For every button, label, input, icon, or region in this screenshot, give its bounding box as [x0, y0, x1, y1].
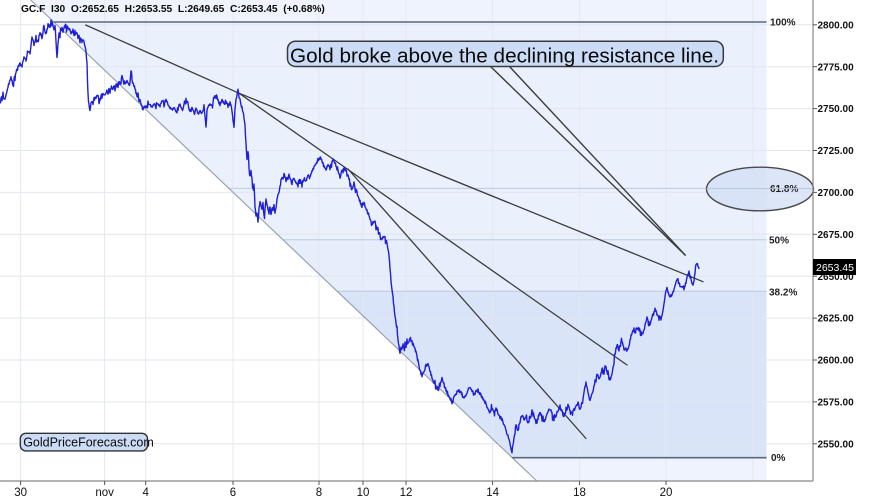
- svg-text:10: 10: [357, 487, 370, 499]
- svg-text:100%: 100%: [770, 18, 796, 29]
- svg-text:8: 8: [316, 487, 322, 499]
- svg-text:61.8%: 61.8%: [770, 184, 798, 195]
- svg-text:18: 18: [573, 487, 586, 499]
- svg-text:2650.00: 2650.00: [818, 272, 855, 283]
- svg-text:12: 12: [400, 487, 413, 499]
- svg-text:38.2%: 38.2%: [769, 287, 797, 298]
- svg-text:nov: nov: [95, 487, 114, 499]
- svg-text:2653.45: 2653.45: [816, 262, 854, 274]
- svg-text:30: 30: [14, 487, 27, 499]
- svg-text:GoldPriceForecast.com: GoldPriceForecast.com: [23, 436, 154, 450]
- svg-text:50%: 50%: [769, 236, 789, 247]
- svg-text:2725.00: 2725.00: [818, 146, 855, 157]
- svg-text:2750.00: 2750.00: [818, 104, 855, 115]
- svg-text:GC.F I30 O:2652.65 H:2653.5: GC.F I30 O:2652.65 H:2653.55 L:2649.65 C…: [21, 4, 325, 15]
- svg-text:14: 14: [486, 487, 499, 499]
- svg-text:20: 20: [660, 487, 673, 499]
- svg-text:2700.00: 2700.00: [818, 188, 855, 199]
- svg-text:2575.00: 2575.00: [818, 398, 855, 409]
- svg-text:2550.00: 2550.00: [818, 439, 855, 450]
- svg-text:4: 4: [142, 487, 149, 499]
- svg-text:2675.00: 2675.00: [818, 230, 855, 241]
- svg-text:0%: 0%: [771, 453, 786, 464]
- svg-text:2600.00: 2600.00: [818, 356, 855, 367]
- svg-text:Gold broke above the declining: Gold broke above the declining resistanc…: [290, 44, 719, 67]
- svg-text:2775.00: 2775.00: [818, 62, 855, 73]
- svg-text:2800.00: 2800.00: [818, 20, 855, 31]
- svg-text:6: 6: [230, 487, 236, 499]
- svg-text:2625.00: 2625.00: [818, 314, 855, 325]
